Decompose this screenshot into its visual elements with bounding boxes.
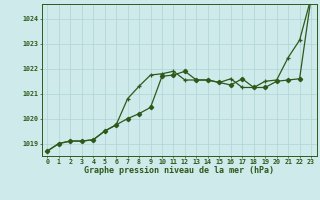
X-axis label: Graphe pression niveau de la mer (hPa): Graphe pression niveau de la mer (hPa)	[84, 166, 274, 175]
